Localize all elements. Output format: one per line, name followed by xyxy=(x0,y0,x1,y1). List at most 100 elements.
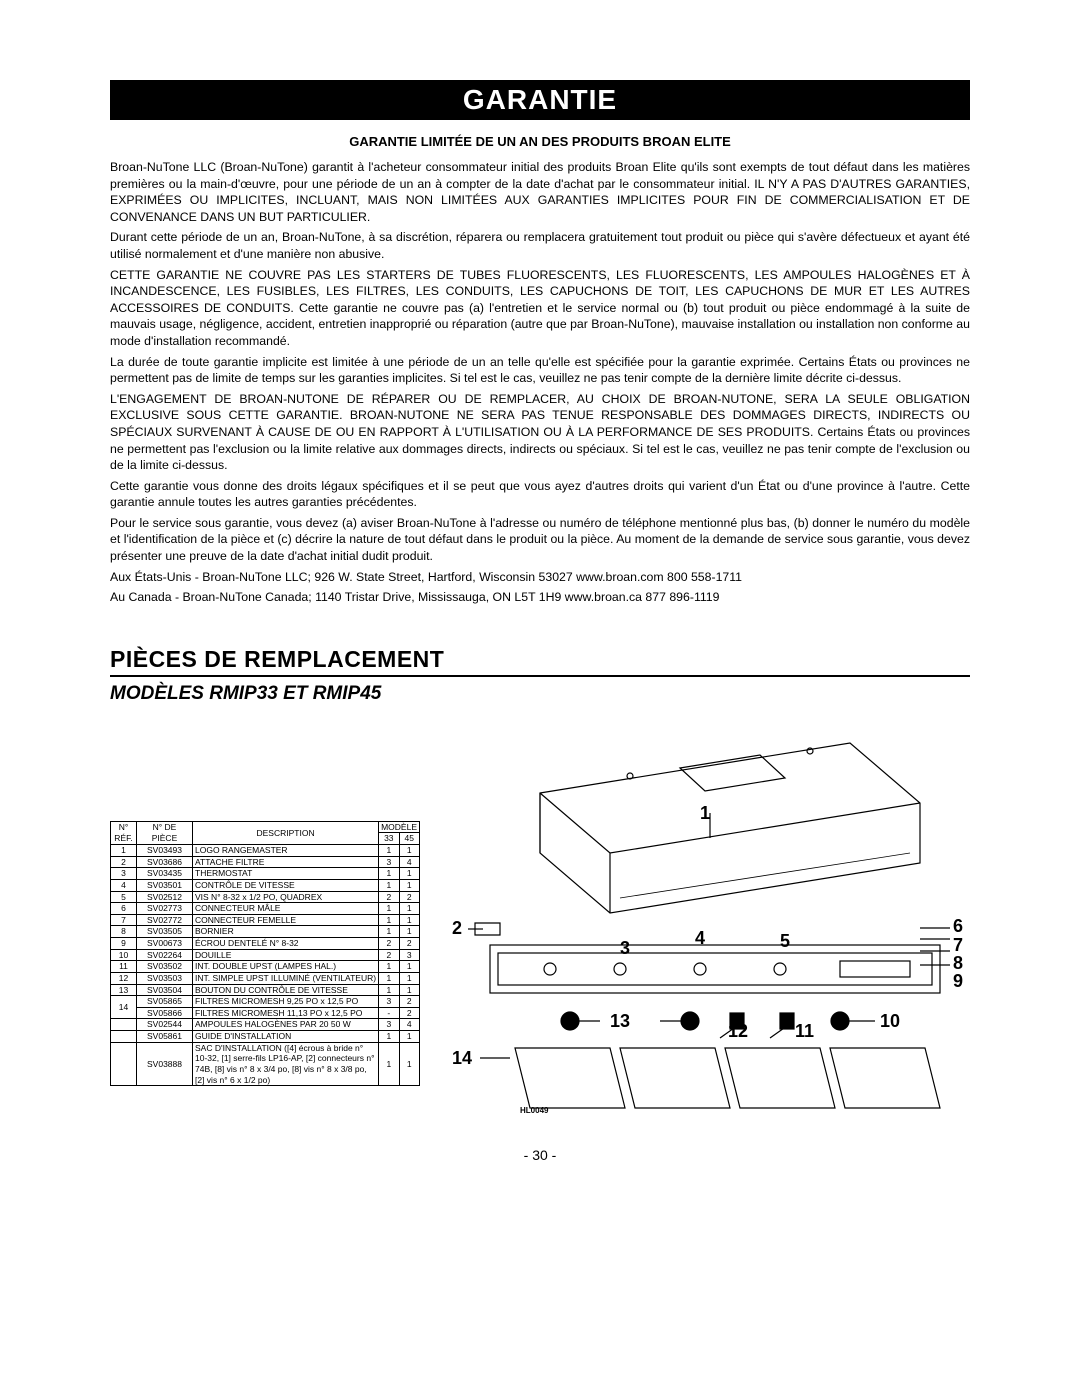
cell-desc: FILTRES MICROMESH 9,25 PO x 12,5 PO xyxy=(193,996,379,1008)
models-line: MODÈLES RMIP33 ET RMIP45 xyxy=(110,683,970,705)
cell-q33: 1 xyxy=(379,961,399,973)
cell-q33: - xyxy=(379,1007,399,1019)
warranty-p6: Cette garantie vous donne des droits lég… xyxy=(110,478,970,511)
table-row: 11SV03502INT. DOUBLE UPST (LAMPES HAL.)1… xyxy=(111,961,420,973)
hdr-45: 45 xyxy=(399,833,419,845)
cell-q45: 2 xyxy=(399,938,419,950)
cell-q45: 1 xyxy=(399,972,419,984)
table-row: 8SV03505BORNIER11 xyxy=(111,926,420,938)
cell-ref: 2 xyxy=(111,856,137,868)
cell-part: SV00673 xyxy=(137,938,193,950)
cell-q45: 1 xyxy=(399,984,419,996)
cell-q33: 1 xyxy=(379,903,399,915)
cell-ref xyxy=(111,1042,137,1086)
callout-13: 13 xyxy=(610,1011,630,1032)
cell-ref: 7 xyxy=(111,914,137,926)
warranty-p1: Broan-NuTone LLC (Broan-NuTone) garantit… xyxy=(110,159,970,225)
parts-table-wrap: N°RÉF. N° DEPIÈCE DESCRIPTION MODÈLE 33 … xyxy=(110,821,420,1086)
exploded-diagram: HL0049 1 2 3 4 5 6 7 8 9 10 11 12 13 14 xyxy=(420,713,970,1123)
table-row: 4SV03501CONTRÔLE DE VITESSE11 xyxy=(111,879,420,891)
cell-desc: CONNECTEUR FEMELLE xyxy=(193,914,379,926)
callout-2: 2 xyxy=(452,918,462,939)
cell-part: SV02544 xyxy=(137,1019,193,1031)
cell-q33: 1 xyxy=(379,972,399,984)
cell-desc: INT. SIMPLE UPST ILLUMINÉ (VENTILATEUR) xyxy=(193,972,379,984)
cell-desc: SAC D'INSTALLATION ([4] écrous à bride n… xyxy=(193,1042,379,1086)
hdr-33: 33 xyxy=(379,833,399,845)
warranty-subheader: GARANTIE LIMITÉE DE UN AN DES PRODUITS B… xyxy=(110,120,970,159)
cell-ref: 3 xyxy=(111,868,137,880)
cell-part: SV03888 xyxy=(137,1042,193,1086)
cell-q33: 1 xyxy=(379,914,399,926)
cell-ref: 4 xyxy=(111,879,137,891)
cell-q33: 1 xyxy=(379,879,399,891)
diagram-svg: HL0049 xyxy=(420,713,970,1123)
cell-part: SV03435 xyxy=(137,868,193,880)
cell-q33: 3 xyxy=(379,1019,399,1031)
callout-1: 1 xyxy=(700,803,710,824)
cell-part: SV05865 xyxy=(137,996,193,1008)
callout-3: 3 xyxy=(620,938,630,959)
cell-q45: 1 xyxy=(399,914,419,926)
cell-q45: 1 xyxy=(399,879,419,891)
cell-part: SV03501 xyxy=(137,879,193,891)
cell-part: SV02773 xyxy=(137,903,193,915)
section-divider xyxy=(110,675,970,677)
cell-q33: 3 xyxy=(379,996,399,1008)
cell-part: SV02512 xyxy=(137,891,193,903)
warranty-p7: Pour le service sous garantie, vous deve… xyxy=(110,515,970,565)
cell-q33: 1 xyxy=(379,1042,399,1086)
cell-part: SV03504 xyxy=(137,984,193,996)
cell-q45: 1 xyxy=(399,903,419,915)
cell-q33: 1 xyxy=(379,1031,399,1043)
cell-q33: 2 xyxy=(379,891,399,903)
cell-ref: 12 xyxy=(111,972,137,984)
cell-desc: THERMOSTAT xyxy=(193,868,379,880)
document-page: GARANTIE GARANTIE LIMITÉE DE UN AN DES P… xyxy=(110,80,970,1123)
table-row: SV05866FILTRES MICROMESH 11,13 PO x 12,5… xyxy=(111,1007,420,1019)
callout-12: 12 xyxy=(728,1021,748,1042)
lower-section: N°RÉF. N° DEPIÈCE DESCRIPTION MODÈLE 33 … xyxy=(110,713,970,1123)
table-row: SV02544AMPOULES HALOGÈNES PAR 20 50 W34 xyxy=(111,1019,420,1031)
warranty-p9: Au Canada - Broan-NuTone Canada; 1140 Tr… xyxy=(110,589,970,606)
cell-q33: 2 xyxy=(379,938,399,950)
cell-ref xyxy=(111,1019,137,1031)
cell-ref: 1 xyxy=(111,845,137,857)
warranty-p8: Aux États-Unis - Broan-NuTone LLC; 926 W… xyxy=(110,569,970,586)
cell-desc: VIS N° 8-32 x 1/2 PO, QUADREX xyxy=(193,891,379,903)
cell-q45: 4 xyxy=(399,1019,419,1031)
cell-desc: GUIDE D'INSTALLATION xyxy=(193,1031,379,1043)
replacement-title: PIÈCES DE REMPLACEMENT xyxy=(110,646,970,673)
table-row: 1SV03493LOGO RANGEMASTER11 xyxy=(111,845,420,857)
cell-desc: ÉCROU DENTELÉ N° 8-32 xyxy=(193,938,379,950)
table-row: 7SV02772CONNECTEUR FEMELLE11 xyxy=(111,914,420,926)
cell-desc: LOGO RANGEMASTER xyxy=(193,845,379,857)
cell-q33: 1 xyxy=(379,868,399,880)
cell-q45: 1 xyxy=(399,961,419,973)
cell-q45: 1 xyxy=(399,926,419,938)
cell-q45: 1 xyxy=(399,868,419,880)
table-row: 14SV05865FILTRES MICROMESH 9,25 PO x 12,… xyxy=(111,996,420,1008)
parts-table: N°RÉF. N° DEPIÈCE DESCRIPTION MODÈLE 33 … xyxy=(110,821,420,1086)
cell-q45: 3 xyxy=(399,949,419,961)
cell-ref: 11 xyxy=(111,961,137,973)
cell-part: SV02772 xyxy=(137,914,193,926)
callout-11: 11 xyxy=(795,1021,814,1042)
cell-ref: 13 xyxy=(111,984,137,996)
cell-q45: 2 xyxy=(399,891,419,903)
diagram-label: HL0049 xyxy=(520,1106,549,1115)
warranty-p4: La durée de toute garantie implicite est… xyxy=(110,354,970,387)
warranty-p2: Durant cette période de un an, Broan-NuT… xyxy=(110,229,970,262)
cell-q33: 1 xyxy=(379,984,399,996)
cell-desc: CONNECTEUR MÂLE xyxy=(193,903,379,915)
cell-part: SV03502 xyxy=(137,961,193,973)
table-row: SV03888SAC D'INSTALLATION ([4] écrous à … xyxy=(111,1042,420,1086)
cell-ref xyxy=(111,1031,137,1043)
cell-desc: INT. DOUBLE UPST (LAMPES HAL.) xyxy=(193,961,379,973)
cell-ref: 10 xyxy=(111,949,137,961)
cell-q45: 1 xyxy=(399,1031,419,1043)
cell-desc: AMPOULES HALOGÈNES PAR 20 50 W xyxy=(193,1019,379,1031)
cell-ref: 8 xyxy=(111,926,137,938)
table-row: 12SV03503INT. SIMPLE UPST ILLUMINÉ (VENT… xyxy=(111,972,420,984)
cell-ref: 9 xyxy=(111,938,137,950)
